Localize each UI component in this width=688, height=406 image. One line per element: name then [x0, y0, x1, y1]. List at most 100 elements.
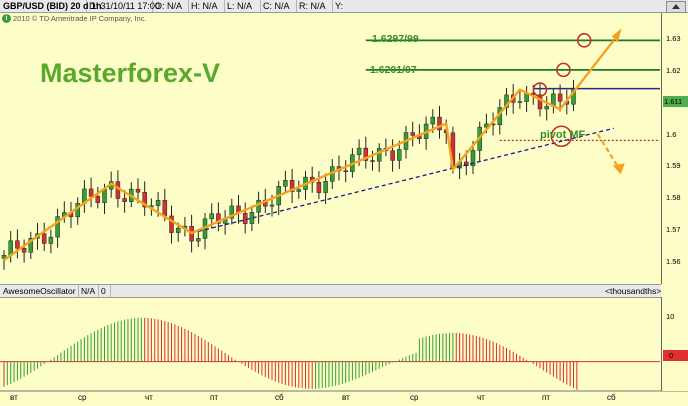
candle-body: [21, 248, 27, 253]
candle-body: [55, 216, 60, 238]
time-tick-label: ср: [410, 393, 419, 402]
oscillator-zero-value: 0: [98, 285, 111, 297]
candle-body: [356, 147, 362, 155]
brand-title: Masterforex-V: [40, 58, 221, 88]
candle-body: [256, 199, 261, 213]
candle-body: [397, 149, 402, 161]
candle-body: [376, 148, 382, 162]
candle-body: [175, 227, 181, 233]
price-axis: [661, 13, 688, 284]
target-circle: [556, 62, 571, 78]
candle-body: [464, 161, 469, 167]
oscillator-units: <thousandths>: [605, 286, 662, 296]
price-tick-label: 1.63: [666, 34, 681, 44]
price-tick-label: 1.57: [666, 224, 681, 234]
time-tick-label: сб: [607, 393, 616, 402]
candle-body: [15, 240, 20, 249]
pattern-zigzag: [3, 39, 615, 262]
time-tick-label: ср: [78, 393, 87, 402]
candle-body: [41, 233, 47, 244]
candle-body: [430, 116, 436, 125]
time-tick-label: пт: [210, 393, 218, 402]
target-circle: [532, 82, 548, 97]
oscillator-zero-badge: 0: [663, 350, 688, 361]
candle-body: [323, 181, 328, 193]
high-readout: H: N/A: [188, 0, 225, 12]
candle-body: [544, 106, 549, 110]
price-tick-label: 1.56: [666, 256, 681, 266]
collapse-button[interactable]: [666, 1, 686, 13]
symbol-label[interactable]: GBP/USD (BID) 20 d 1h: [0, 0, 102, 12]
price-tick-label: 1.6: [666, 129, 677, 139]
close-readout: C: N/A: [260, 0, 297, 12]
level-mid-label: 1.6201/07: [370, 64, 417, 76]
copyright-note: i 2010 © TD Ameritrade IP Company, Inc.: [2, 14, 147, 24]
candle-body: [122, 198, 127, 202]
candle-body: [242, 212, 248, 224]
candle-body: [269, 204, 275, 207]
candle-body: [162, 199, 168, 217]
candle-body: [343, 170, 348, 172]
trend-line: [191, 127, 614, 234]
price-tick-label: 1.62: [666, 66, 681, 76]
chart-header: GBP/USD (BID) 20 d 1h D: 31/10/11 17:00 …: [0, 0, 688, 13]
up-arrow-icon: [611, 28, 622, 43]
candle-body: [229, 205, 235, 219]
candle-body: [470, 150, 476, 167]
candle-body: [169, 215, 174, 233]
candle-body: [370, 160, 375, 162]
candle-body: [216, 213, 221, 224]
target-circle: [576, 33, 592, 48]
candle-body: [557, 93, 563, 102]
candle-body: [48, 236, 54, 244]
price-tick-label: 1.58: [666, 193, 681, 203]
low-readout: L: N/A: [224, 0, 261, 12]
candle-body: [296, 189, 302, 192]
time-tick-label: чт: [477, 393, 485, 402]
copyright-text: 2010 © TD Ameritrade IP Company, Inc.: [13, 14, 147, 23]
oscillator-header: AwesomeOscillator N/A 0 <thousandths>: [0, 284, 661, 298]
candle-body: [504, 94, 509, 108]
candle-body: [28, 238, 34, 253]
candle-body: [390, 150, 395, 161]
candle-body: [283, 180, 288, 187]
oscillator-name[interactable]: AwesomeOscillator: [0, 285, 79, 297]
level-top-label: 1.6297/99: [372, 33, 419, 45]
open-readout: O: N/A: [152, 0, 189, 12]
oscillator-value: N/A: [78, 285, 99, 297]
time-tick-label: вт: [342, 393, 350, 402]
info-icon[interactable]: i: [2, 14, 11, 23]
candle-body: [155, 199, 161, 206]
candle-body: [363, 147, 369, 161]
candle-body: [102, 188, 107, 203]
candle-body: [142, 191, 147, 208]
candle-body: [316, 182, 322, 193]
time-tick-label: чт: [145, 393, 153, 402]
price-tick-label: 1.59: [666, 161, 681, 171]
candle-body: [289, 180, 295, 192]
y-readout: Y:: [335, 1, 344, 11]
oscillator-axis: [661, 297, 688, 391]
oscillator-tick-10: 10: [666, 312, 675, 321]
candle-body: [537, 94, 543, 110]
pivot-label: pivot MF: [540, 129, 586, 141]
time-tick-label: пт: [542, 393, 550, 402]
date-readout: D: 31/10/11 17:00: [86, 0, 160, 12]
candle-body: [517, 101, 523, 103]
candle-body: [1, 255, 7, 259]
candle-body: [95, 196, 101, 203]
range-readout: R: N/A: [296, 0, 333, 12]
last-price-badge: 1.611: [663, 96, 688, 107]
candle-body: [410, 132, 415, 136]
candle-body: [437, 116, 442, 131]
candle-body: [135, 188, 141, 193]
down-arrow-icon: [612, 163, 625, 175]
down-projection-line: [596, 133, 619, 167]
time-tick-label: сб: [275, 393, 284, 402]
time-tick-label: вт: [10, 393, 18, 402]
candle-body: [209, 213, 214, 220]
pivot-circle: [550, 125, 573, 148]
candle-body: [196, 238, 201, 242]
candle-body: [88, 188, 94, 197]
